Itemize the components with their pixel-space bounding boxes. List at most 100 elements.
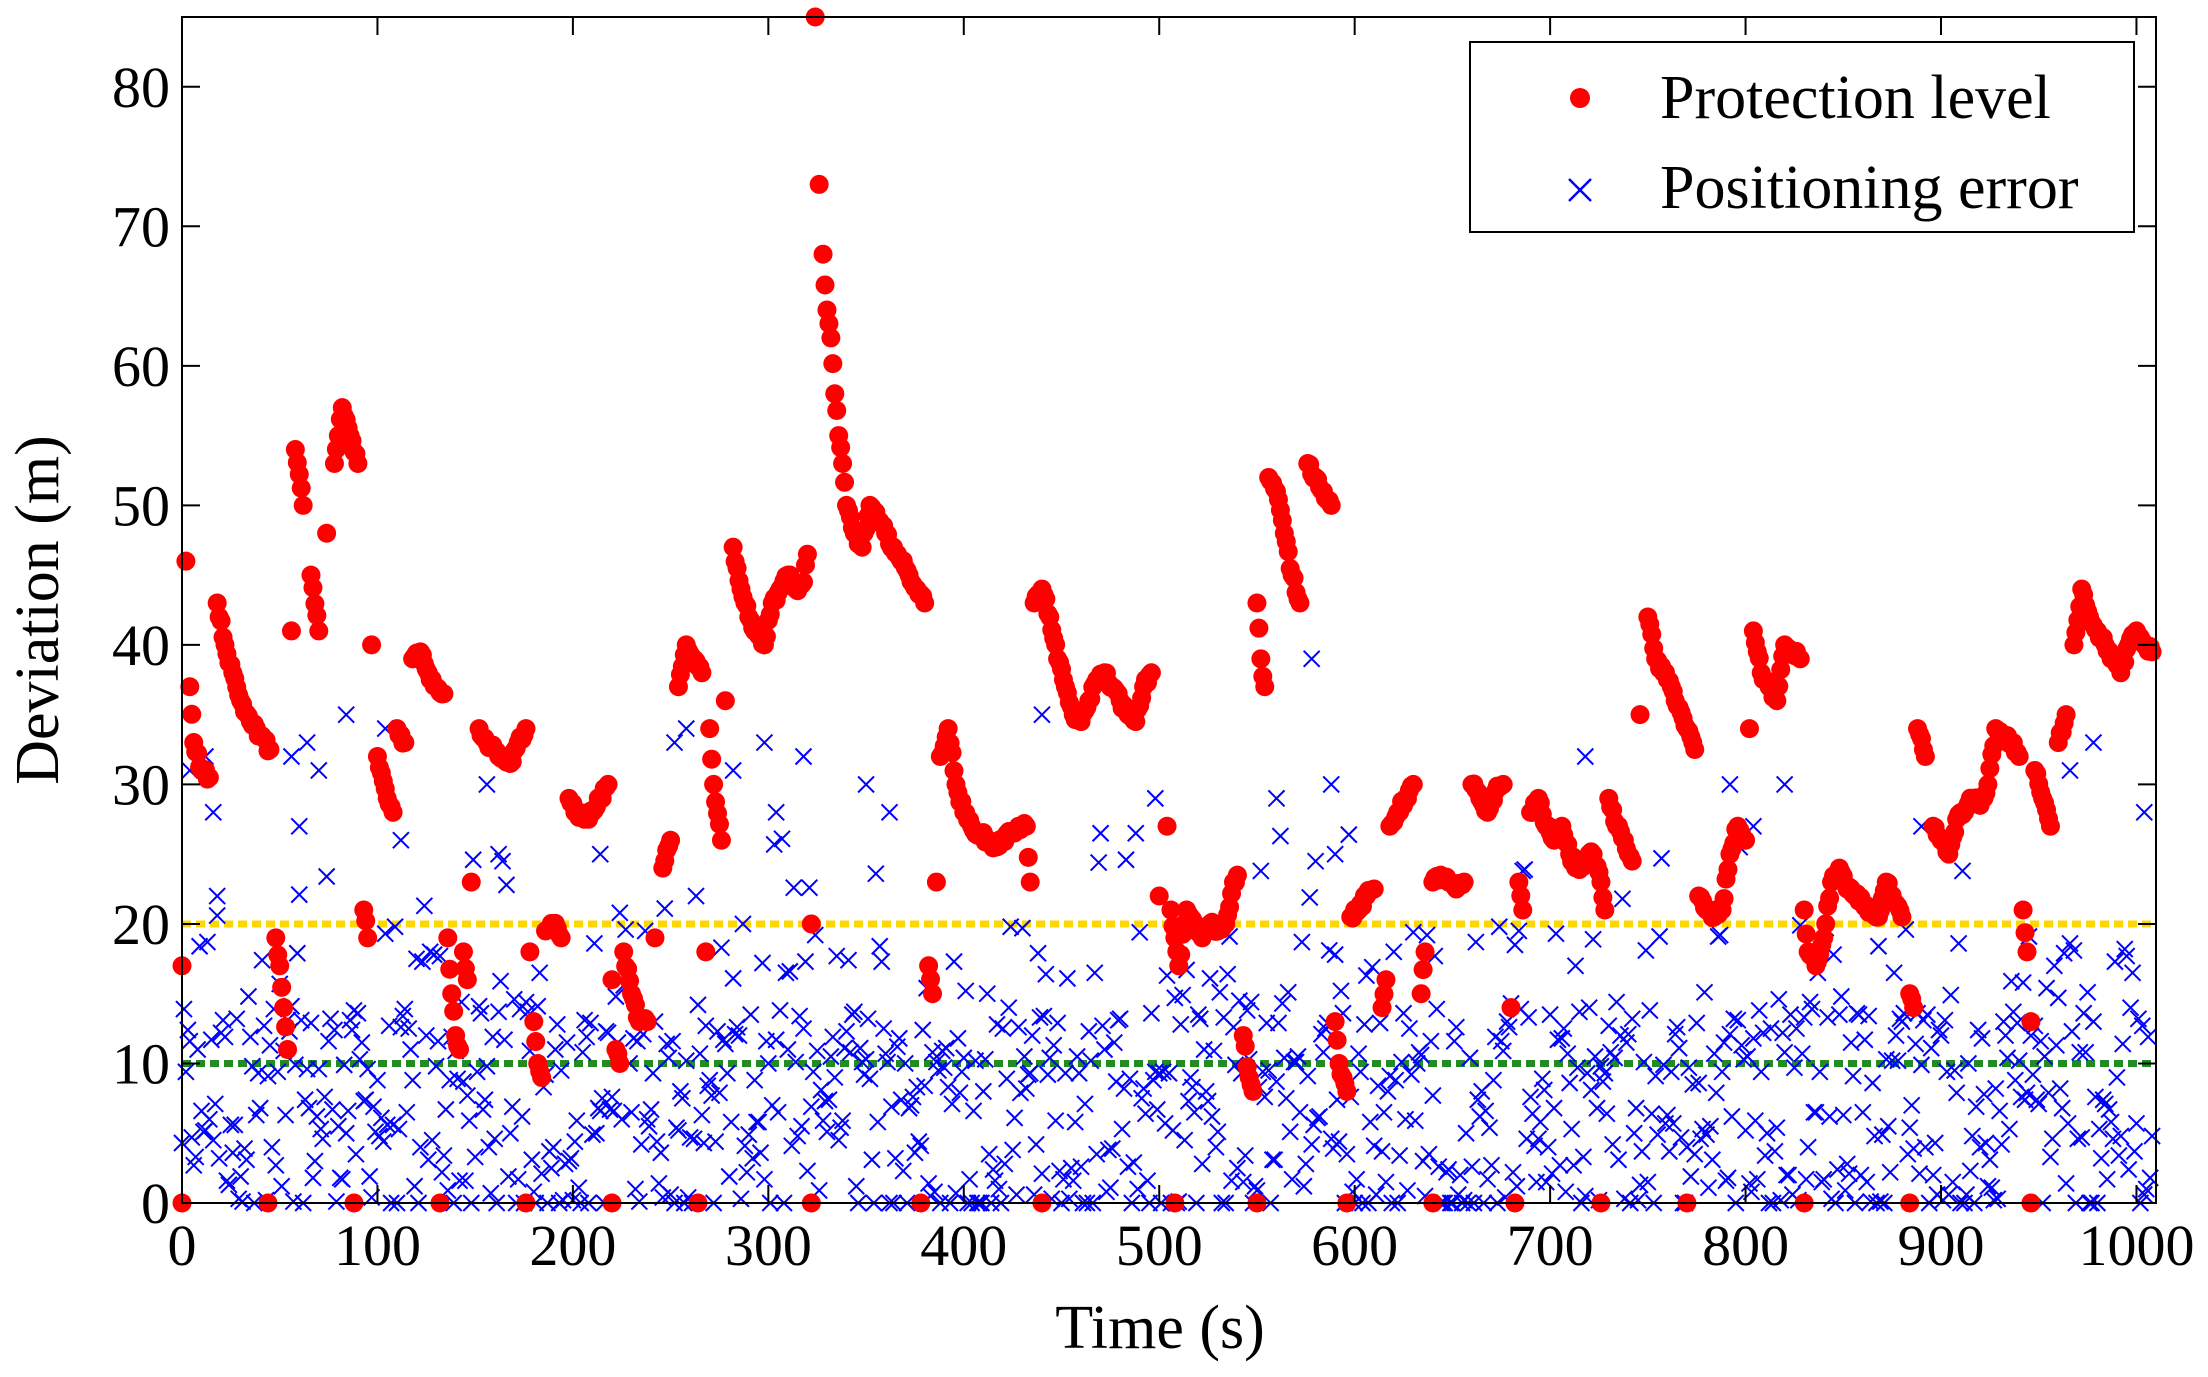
positioning-error-point	[1639, 1173, 1657, 1191]
positioning-error-point	[2135, 803, 2153, 822]
positioning-error-point	[1130, 923, 1149, 942]
positioning-error-point	[411, 1138, 430, 1156]
positioning-error-point	[1111, 1010, 1129, 1028]
positioning-error-point	[1938, 1063, 1956, 1081]
protection-level-point	[921, 969, 941, 989]
positioning-error-point	[1267, 1072, 1286, 1091]
positioning-error-point	[2053, 1099, 2071, 1117]
positioning-error-point	[468, 1063, 486, 1081]
positioning-error-point	[736, 1137, 754, 1155]
positioning-error-point	[1271, 827, 1290, 845]
positioning-error-point	[1199, 1092, 1217, 1110]
positioning-error-point	[1715, 1033, 1733, 1052]
positioning-error-point	[290, 817, 308, 835]
positioning-error-point	[501, 1124, 520, 1142]
protection-level-point	[176, 551, 196, 571]
positioning-error-point	[1834, 1106, 1852, 1124]
positioning-error-point	[1580, 998, 1598, 1017]
positioning-error-point	[767, 1031, 785, 1049]
positioning-error-point	[1686, 1145, 1704, 1163]
positioning-error-point	[2123, 964, 2142, 982]
positioning-error-point	[1293, 933, 1311, 951]
positioning-error-point	[575, 1011, 594, 1029]
positioning-error-point	[349, 1004, 367, 1022]
protection-level-point	[801, 914, 821, 934]
positioning-error-point	[1189, 1005, 1208, 1024]
positioning-error-point	[364, 1098, 383, 1116]
positioning-error-point	[566, 1132, 584, 1151]
positioning-error-point	[339, 1102, 357, 1120]
positioning-error-point	[1463, 1158, 1481, 1176]
positioning-error-point	[1641, 1001, 1659, 1020]
positioning-error-point	[659, 1049, 678, 1067]
positioning-error-point	[304, 1169, 322, 1187]
protection-level-point	[453, 942, 473, 962]
protection-level-point	[272, 977, 292, 997]
protection-level-point	[1454, 872, 1474, 892]
protection-level-point	[1227, 865, 1247, 885]
protection-level-point	[2013, 900, 2033, 920]
positioning-error-point	[1093, 1017, 1112, 1035]
protection-level-point	[278, 1040, 298, 1060]
positioning-error-point	[2047, 1036, 2066, 1055]
protection-level-point	[692, 663, 712, 683]
positioning-error-point	[1797, 1170, 1815, 1188]
y-tick-label: 80	[112, 55, 170, 120]
positioning-error-point	[939, 1078, 957, 1096]
positioning-error-point	[2014, 973, 2032, 992]
protection-level-point	[2015, 923, 2035, 943]
positioning-error-point	[1113, 1120, 1131, 1138]
positioning-error-point	[337, 1124, 355, 1142]
positioning-error-point	[480, 1138, 498, 1156]
positioning-error-point	[401, 1040, 420, 1059]
positioning-error-point	[413, 952, 432, 971]
protection-level-point	[532, 1067, 552, 1087]
positioning-error-point	[255, 1017, 273, 1035]
positioning-error-point	[1218, 965, 1237, 983]
positioning-error-point	[974, 1082, 993, 1101]
positioning-error-point	[1811, 1063, 1829, 1081]
protection-level-point	[610, 1053, 630, 1073]
protection-level-point	[1739, 719, 1759, 739]
positioning-error-point	[1418, 926, 1436, 944]
positioning-error-point	[1117, 851, 1135, 869]
positioning-error-point	[1101, 1178, 1120, 1197]
positioning-error-point	[1744, 1029, 1763, 1048]
protection-level-point	[291, 478, 311, 498]
positioning-error-point	[1080, 1022, 1098, 1041]
positioning-error-point	[1689, 1074, 1708, 1092]
positioning-error-point	[2121, 998, 2140, 1017]
positioning-error-point	[456, 1171, 475, 1190]
positioning-error-point	[1478, 1170, 1497, 1188]
positioning-error-point	[400, 1019, 418, 1038]
positioning-error-point	[1422, 1032, 1440, 1050]
positioning-error-point	[1652, 849, 1671, 868]
protection-level-point	[1718, 859, 1738, 879]
positioning-error-point	[360, 1167, 379, 1186]
positioning-error-point	[1549, 1031, 1567, 1049]
positioning-error-point	[1555, 1019, 1573, 1038]
protection-level-point	[1591, 872, 1611, 892]
positioning-error-point	[1666, 1025, 1684, 1043]
x-tick-label: 200	[529, 1213, 616, 1278]
positioning-error-point	[529, 997, 547, 1015]
protection-level-point	[260, 740, 280, 760]
positioning-error-point	[1815, 1170, 1833, 1188]
positioning-error-point	[1306, 852, 1325, 870]
positioning-error-point	[546, 1040, 565, 1059]
positioning-error-point	[272, 1177, 291, 1195]
positioning-error-point	[1768, 1118, 1786, 1137]
protection-level-point	[440, 959, 460, 979]
protection-level-point	[794, 572, 814, 592]
positioning-error-point	[1752, 1063, 1770, 1081]
positioning-error-point	[871, 937, 889, 955]
positioning-error-point	[1699, 1178, 1718, 1197]
positioning-error-point	[1762, 1019, 1780, 1038]
positioning-error-point	[1818, 1008, 1837, 1027]
positioning-error-point	[2004, 1003, 2023, 1021]
positioning-error-point	[1175, 1131, 1194, 1149]
positioning-error-point	[816, 1092, 834, 1110]
legend-label-protection-level: Protection level	[1660, 64, 2051, 132]
positioning-error-point	[513, 1107, 531, 1126]
positioning-error-point	[671, 1082, 690, 1101]
